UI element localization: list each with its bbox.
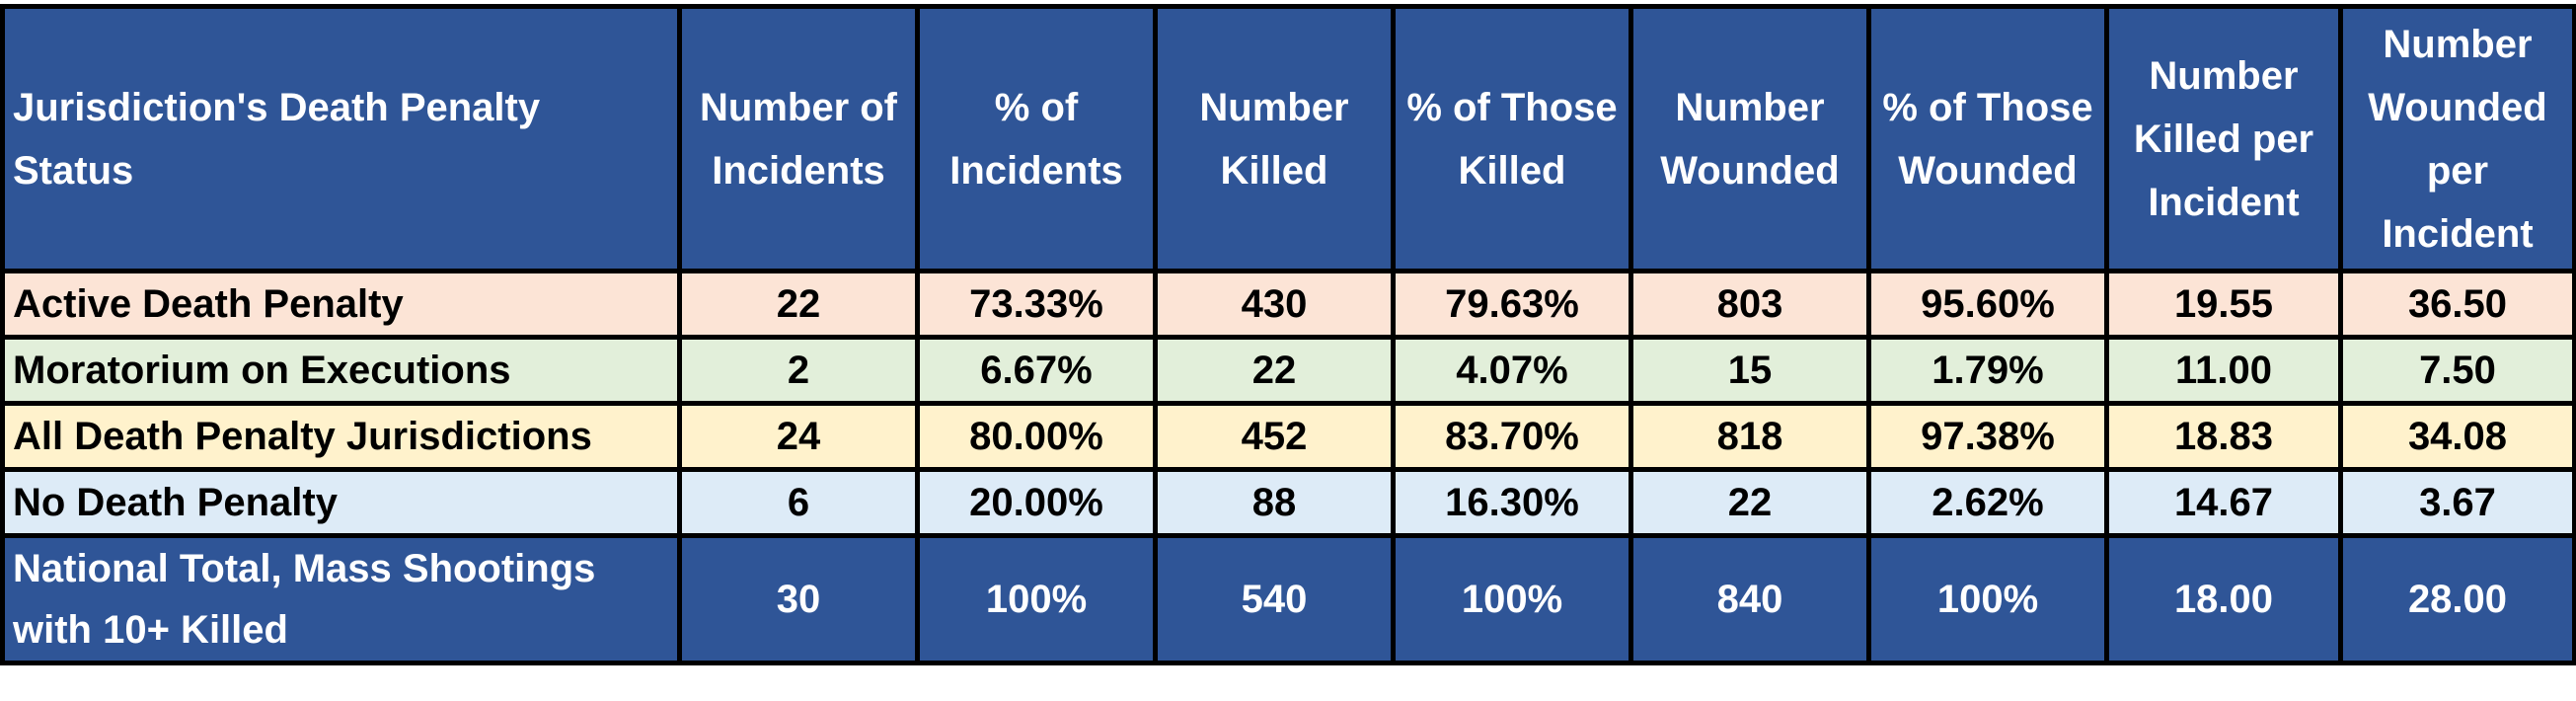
- cell-incidents: 22: [677, 269, 920, 340]
- cell-killed: 452: [1153, 401, 1396, 472]
- cell-percent-killed: 79.63%: [1391, 269, 1633, 340]
- cell-percent-killed: 100%: [1391, 533, 1633, 665]
- row-all-death-penalty-jurisdictions: All Death Penalty Jurisdictions 24 80.00…: [0, 401, 2576, 472]
- cell-status: Active Death Penalty: [0, 269, 682, 340]
- header-number-of-incidents: Number of Incidents: [677, 4, 920, 273]
- cell-percent-incidents: 20.00%: [915, 467, 1158, 538]
- header-percent-of-incidents: % of Incidents: [915, 4, 1158, 273]
- cell-percent-killed: 16.30%: [1391, 467, 1633, 538]
- death-penalty-table-container: Jurisdiction's Death Penalty Status Numb…: [0, 4, 2576, 665]
- cell-incidents: 6: [677, 467, 920, 538]
- cell-incidents: 24: [677, 401, 920, 472]
- cell-killed-per-incident: 14.67: [2104, 467, 2343, 538]
- cell-killed: 88: [1153, 467, 1396, 538]
- cell-killed-per-incident: 18.83: [2104, 401, 2343, 472]
- cell-percent-incidents: 6.67%: [915, 335, 1158, 406]
- header-row: Jurisdiction's Death Penalty Status Numb…: [0, 4, 2576, 273]
- header-killed-per-incident: Number Killed per Incident: [2104, 4, 2343, 273]
- cell-status: Moratorium on Executions: [0, 335, 682, 406]
- cell-percent-wounded: 1.79%: [1866, 335, 2109, 406]
- cell-status: No Death Penalty: [0, 467, 682, 538]
- cell-wounded: 803: [1629, 269, 1871, 340]
- row-no-death-penalty: No Death Penalty 6 20.00% 88 16.30% 22 2…: [0, 467, 2576, 538]
- cell-wounded-per-incident: 34.08: [2338, 401, 2576, 472]
- cell-wounded-per-incident: 7.50: [2338, 335, 2576, 406]
- row-national-total: National Total, Mass Shootings with 10+ …: [0, 533, 2576, 665]
- cell-killed: 22: [1153, 335, 1396, 406]
- cell-killed-per-incident: 11.00: [2104, 335, 2343, 406]
- header-number-killed: Number Killed: [1153, 4, 1396, 273]
- cell-killed-per-incident: 18.00: [2104, 533, 2343, 665]
- cell-status: National Total, Mass Shootings with 10+ …: [0, 533, 682, 665]
- cell-wounded-per-incident: 28.00: [2338, 533, 2576, 665]
- cell-percent-incidents: 80.00%: [915, 401, 1158, 472]
- cell-percent-wounded: 100%: [1866, 533, 2109, 665]
- cell-status: All Death Penalty Jurisdictions: [0, 401, 682, 472]
- cell-wounded: 840: [1629, 533, 1871, 665]
- cell-killed: 540: [1153, 533, 1396, 665]
- cell-percent-wounded: 2.62%: [1866, 467, 2109, 538]
- cell-wounded: 22: [1629, 467, 1871, 538]
- cell-wounded: 818: [1629, 401, 1871, 472]
- cell-percent-incidents: 73.33%: [915, 269, 1158, 340]
- cell-killed-per-incident: 19.55: [2104, 269, 2343, 340]
- header-number-wounded: Number Wounded: [1629, 4, 1871, 273]
- cell-incidents: 2: [677, 335, 920, 406]
- cell-percent-wounded: 97.38%: [1866, 401, 2109, 472]
- cell-percent-killed: 83.70%: [1391, 401, 1633, 472]
- death-penalty-mass-shootings-table: Jurisdiction's Death Penalty Status Numb…: [0, 4, 2576, 665]
- cell-wounded-per-incident: 36.50: [2338, 269, 2576, 340]
- cell-percent-incidents: 100%: [915, 533, 1158, 665]
- cell-percent-killed: 4.07%: [1391, 335, 1633, 406]
- cell-killed: 430: [1153, 269, 1396, 340]
- header-wounded-per-incident: Number Wounded per Incident: [2338, 4, 2576, 273]
- header-percent-of-wounded: % of Those Wounded: [1866, 4, 2109, 273]
- row-moratorium-on-executions: Moratorium on Executions 2 6.67% 22 4.07…: [0, 335, 2576, 406]
- header-percent-of-killed: % of Those Killed: [1391, 4, 1633, 273]
- row-active-death-penalty: Active Death Penalty 22 73.33% 430 79.63…: [0, 269, 2576, 340]
- header-jurisdiction-status: Jurisdiction's Death Penalty Status: [0, 4, 682, 273]
- cell-incidents: 30: [677, 533, 920, 665]
- cell-percent-wounded: 95.60%: [1866, 269, 2109, 340]
- cell-wounded: 15: [1629, 335, 1871, 406]
- cell-wounded-per-incident: 3.67: [2338, 467, 2576, 538]
